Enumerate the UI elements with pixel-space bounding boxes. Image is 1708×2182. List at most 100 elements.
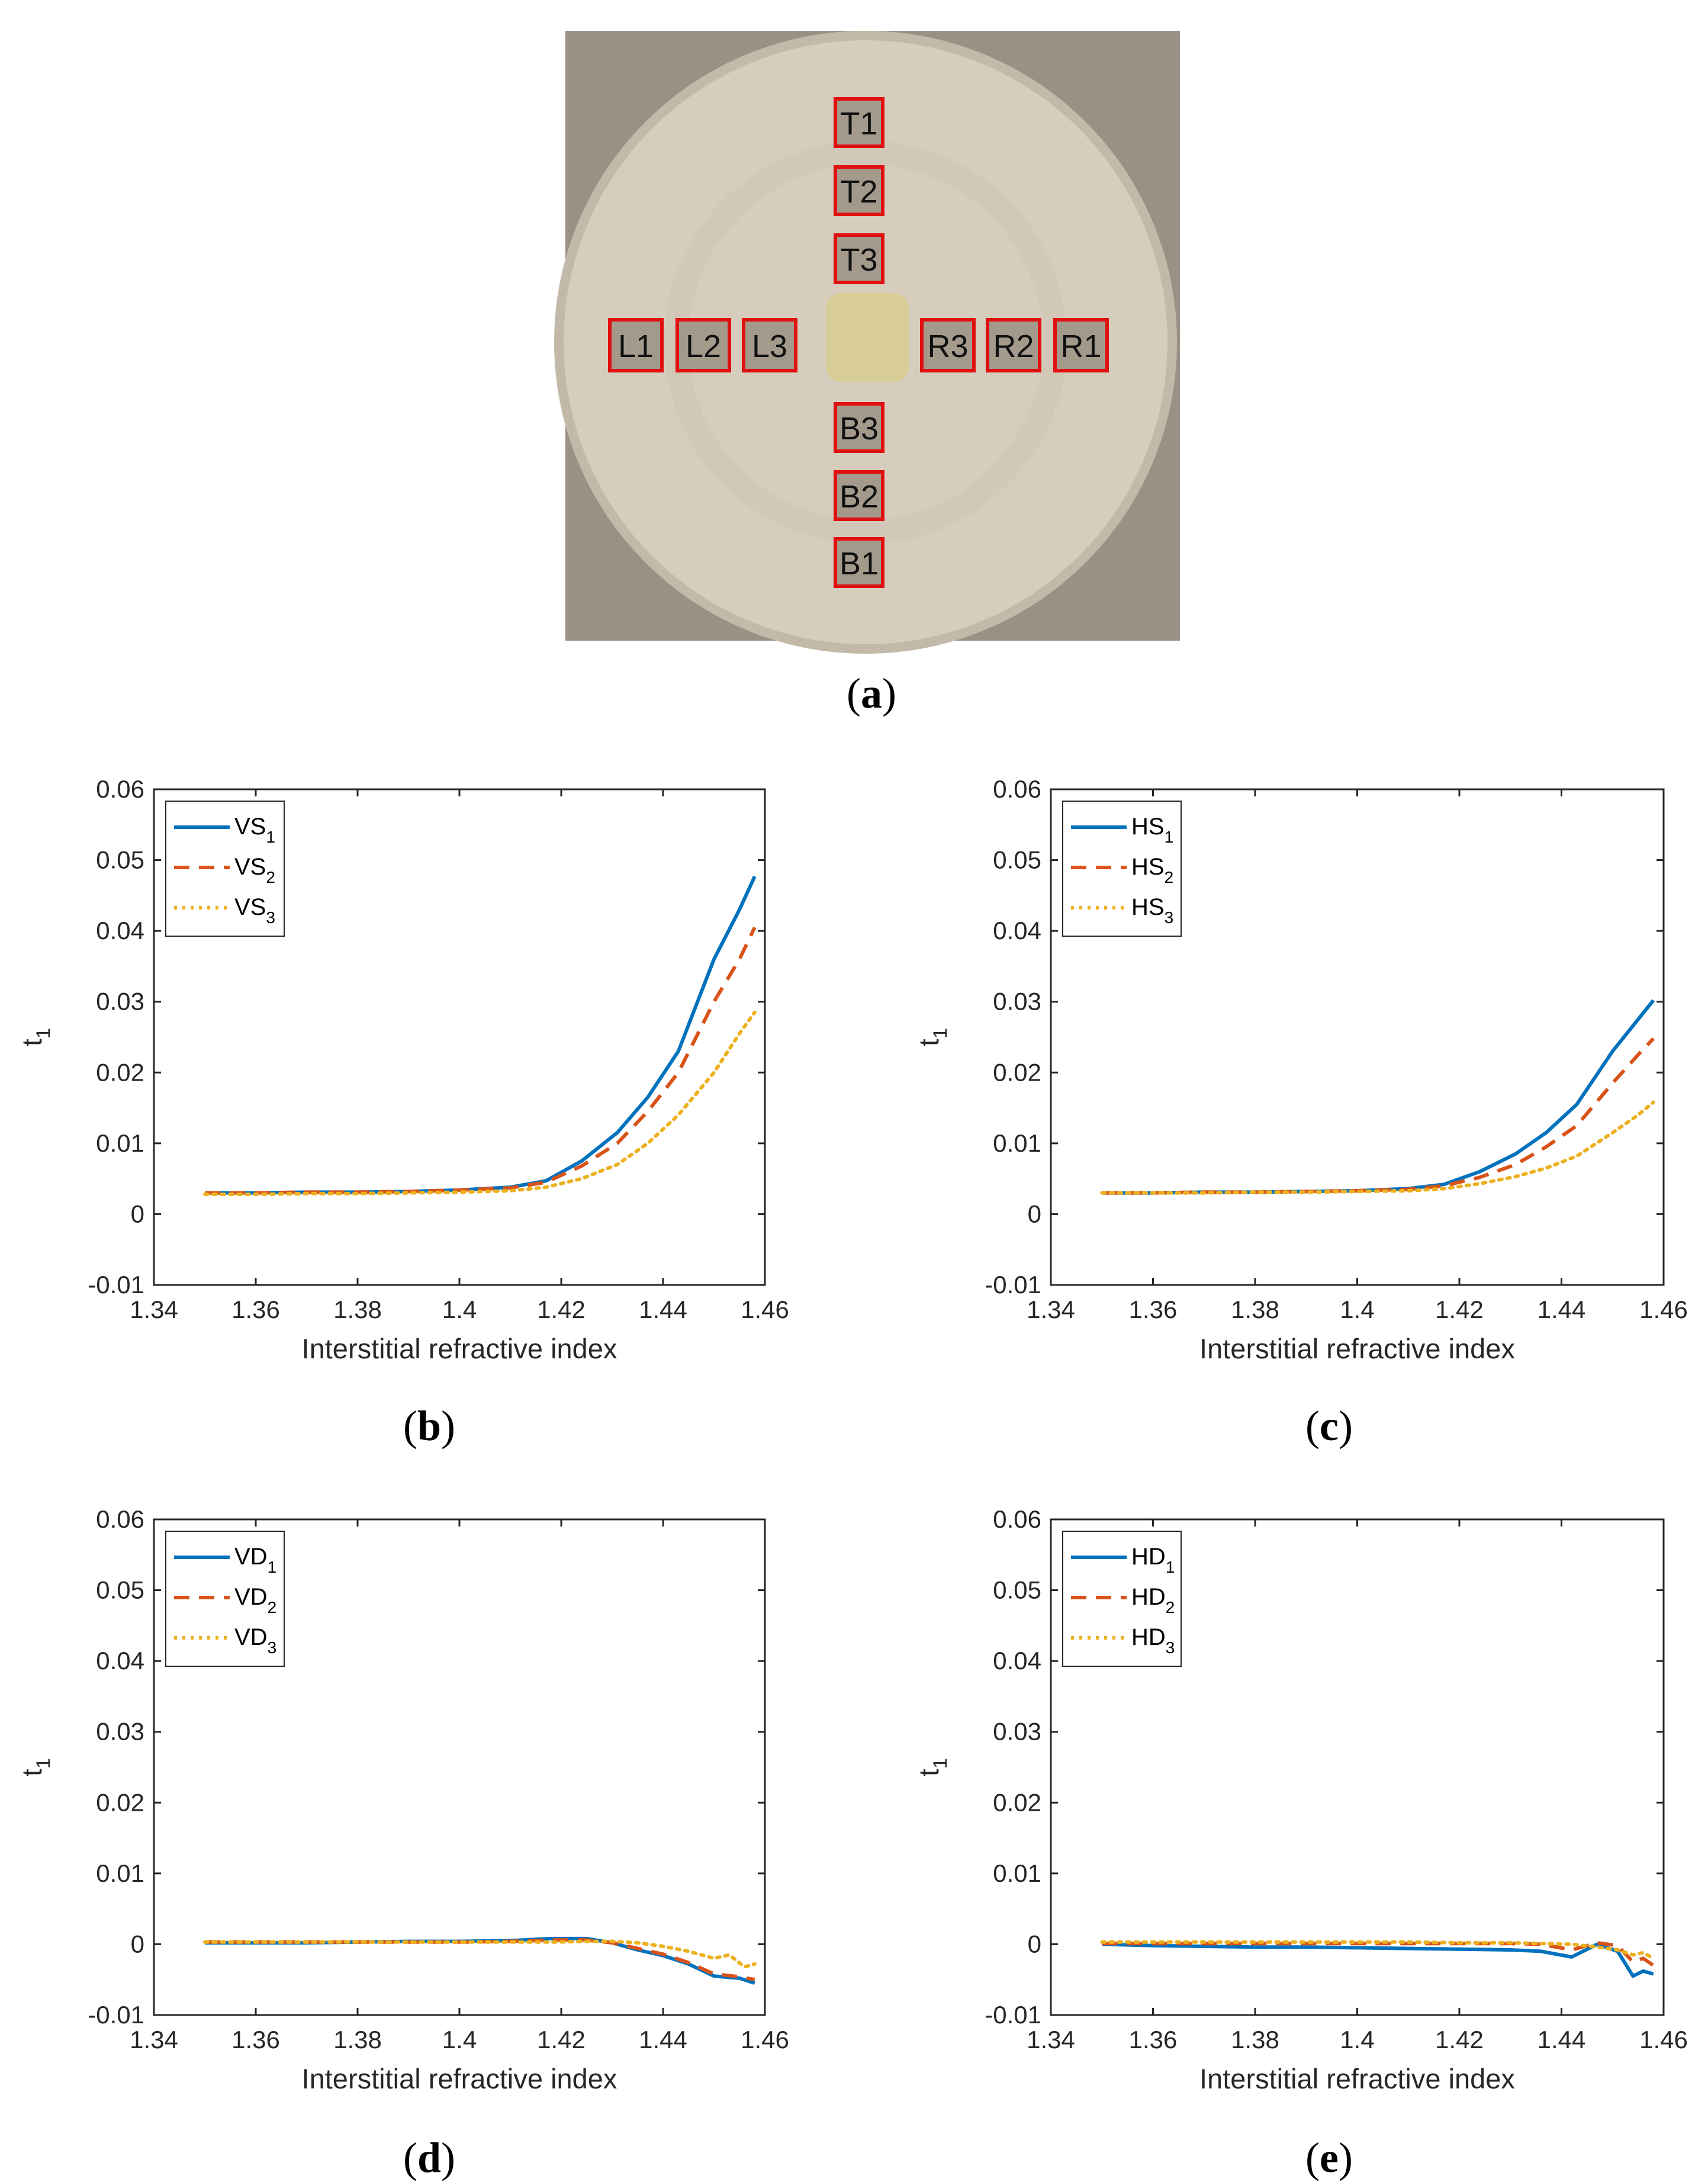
photo-disc-shading	[554, 31, 1177, 654]
caption-letter: a	[861, 670, 882, 717]
marker-label: T3	[840, 242, 877, 278]
x-tick-label: 1.36	[231, 2026, 280, 2054]
marker-label: R2	[993, 329, 1034, 364]
x-tick-label: 1.42	[537, 1296, 586, 1323]
x-tick-label: 1.38	[333, 1296, 382, 1323]
x-tick-label: 1.42	[1435, 2026, 1484, 2054]
y-axis-label: t1	[16, 1028, 54, 1046]
x-tick-label: 1.44	[639, 2026, 687, 2054]
y-axis-label-sub: 1	[33, 1758, 54, 1769]
x-tick-label: 1.34	[1027, 2026, 1075, 2054]
marker-t2: T2	[834, 165, 884, 216]
y-axis-label-sub: 1	[929, 1028, 951, 1039]
y-tick-label: 0.06	[993, 1505, 1041, 1533]
x-tick-label: 1.34	[1027, 1296, 1075, 1323]
caption-e: (e)	[1305, 2134, 1353, 2181]
x-tick-label: 1.36	[231, 1296, 280, 1323]
y-tick-label: 0	[1028, 1200, 1041, 1227]
y-tick-label: 0	[131, 1200, 144, 1227]
y-tick-label: 0.01	[993, 1859, 1041, 1887]
y-tick-label: 0.03	[993, 988, 1041, 1016]
marker-label: B2	[839, 479, 879, 515]
x-axis-label: Interstitial refractive index	[1199, 2063, 1515, 2094]
chart-b: 1.34 1.36 1.38 1.4 1.42 1.44 1.46 -0.01 0 0.01 0.0…	[16, 775, 789, 1450]
marker-r1: R1	[1053, 318, 1109, 372]
x-tick-label: 1.44	[639, 1296, 687, 1323]
y-tick-label: 0.06	[96, 1505, 144, 1533]
y-tick-label: 0.05	[993, 1576, 1041, 1604]
marker-label: T1	[840, 106, 877, 142]
y-tick-label: 0.01	[96, 1859, 144, 1887]
chart-d: 1.34 1.36 1.38 1.4 1.42 1.44 1.46 -0.01 0 0.01 0.0…	[16, 1505, 789, 2181]
x-tick-label: 1.4	[1340, 1296, 1374, 1323]
chart-c: 1.34 1.36 1.38 1.4 1.42 1.44 1.46 -0.01 0 0.01 0.0…	[913, 775, 1688, 1450]
marker-label: T2	[840, 174, 877, 210]
y-tick-label: 0.05	[96, 1576, 144, 1604]
marker-l3: L3	[742, 318, 797, 372]
legend-label-sub: 2	[268, 1598, 277, 1617]
y-tick-label: 0.04	[993, 917, 1041, 944]
series-line-hs3	[1100, 1100, 1655, 1195]
y-tick-label: 0	[131, 1930, 144, 1958]
marker-label: B3	[839, 411, 879, 446]
marker-label: L3	[752, 329, 787, 364]
y-tick-label: 0.03	[993, 1718, 1041, 1746]
series-line-vs3	[203, 1010, 757, 1196]
legend-label-sub: 1	[266, 828, 275, 846]
caption-d: (d)	[403, 2134, 455, 2181]
y-tick-label: 0.01	[96, 1129, 144, 1157]
caption-b: (b)	[403, 1402, 455, 1450]
caption-letter: b	[417, 1402, 441, 1450]
photo-center	[826, 293, 909, 382]
legend-label-sub: 3	[268, 1638, 277, 1657]
panel-a: T1 T2 T3 L1 L2 L3 R3 R2 R1 B3 B2 B1 (a)	[554, 31, 1180, 717]
y-tick-label: 0.02	[993, 1058, 1041, 1086]
x-tick-label: 1.46	[741, 2026, 789, 2054]
legend-label-sub: 2	[266, 868, 275, 886]
legend-label-sub: 1	[1165, 828, 1174, 846]
legend-label-sub: 3	[266, 908, 275, 927]
marker-t3: T3	[834, 233, 884, 284]
caption-letter: d	[417, 2134, 441, 2181]
y-tick-label: 0.02	[96, 1788, 144, 1816]
y-tick-label: 0.06	[993, 775, 1041, 803]
x-tick-label: 1.34	[130, 1296, 178, 1323]
y-tick-label: 0.03	[96, 1718, 144, 1746]
y-tick-label: 0.05	[96, 846, 144, 874]
caption-letter: c	[1320, 1402, 1339, 1450]
y-tick-label: 0.04	[96, 1647, 144, 1675]
x-tick-label: 1.38	[1231, 1296, 1279, 1323]
y-axis-label: t1	[913, 1028, 951, 1046]
y-axis-label-sub: 1	[929, 1758, 951, 1769]
x-tick-label: 1.34	[130, 2026, 178, 2054]
x-tick-label: 1.46	[1639, 1296, 1688, 1323]
x-tick-label: 1.38	[1231, 2026, 1279, 2054]
marker-label: R1	[1060, 329, 1101, 364]
y-tick-label: -0.01	[985, 1271, 1041, 1299]
charts: 1.34 1.36 1.38 1.4 1.42 1.44 1.46-0.0100.010.0…	[16, 775, 1688, 2181]
marker-label: L2	[686, 329, 721, 364]
x-tick-label: 1.44	[1537, 2026, 1586, 2054]
y-tick-label: 0.01	[993, 1129, 1041, 1157]
y-tick-label: 0.03	[96, 988, 144, 1016]
x-tick-label: 1.42	[1435, 1296, 1484, 1323]
y-tick-label: -0.01	[985, 2001, 1041, 2029]
marker-t1: T1	[834, 97, 884, 148]
caption-c: (c)	[1305, 1402, 1353, 1450]
x-tick-label: 1.38	[333, 2026, 382, 2054]
legend-label-sub: 3	[1166, 1638, 1175, 1657]
chart-e: 1.34 1.36 1.38 1.4 1.42 1.44 1.46 -0.01 0 0.01 0.0…	[913, 1505, 1688, 2181]
x-axis-label: Interstitial refractive index	[302, 2063, 617, 2094]
y-tick-label: 0.05	[993, 846, 1041, 874]
legend-label-sub: 1	[1166, 1558, 1175, 1576]
y-axis-label-sub: 1	[33, 1028, 54, 1039]
y-tick-label: 0.04	[993, 1647, 1041, 1675]
x-tick-label: 1.4	[442, 1296, 477, 1323]
y-tick-label: -0.01	[88, 1271, 144, 1299]
caption-a: (a)	[847, 670, 896, 717]
marker-r3: R3	[920, 318, 976, 372]
